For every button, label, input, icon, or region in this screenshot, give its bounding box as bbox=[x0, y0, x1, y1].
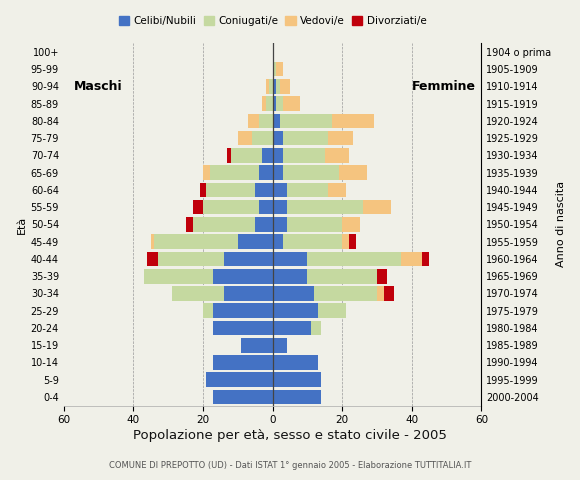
Bar bbox=[283, 165, 339, 180]
Bar bbox=[314, 286, 377, 301]
Bar bbox=[269, 79, 273, 94]
Bar bbox=[283, 131, 328, 145]
Bar bbox=[206, 182, 255, 197]
Y-axis label: Anno di nascita: Anno di nascita bbox=[556, 181, 566, 267]
Bar bbox=[273, 182, 287, 197]
Bar bbox=[213, 303, 273, 318]
Bar bbox=[283, 234, 342, 249]
Bar bbox=[273, 62, 276, 76]
Bar bbox=[307, 269, 377, 284]
Bar bbox=[280, 79, 290, 94]
Bar bbox=[193, 200, 203, 215]
Bar bbox=[273, 131, 283, 145]
Text: Maschi: Maschi bbox=[74, 80, 123, 93]
Bar bbox=[318, 303, 346, 318]
Bar bbox=[328, 131, 353, 145]
Bar bbox=[283, 148, 325, 163]
Bar bbox=[154, 234, 238, 249]
Bar bbox=[255, 217, 273, 232]
Bar bbox=[158, 252, 224, 266]
Bar bbox=[311, 321, 321, 335]
Bar bbox=[248, 114, 259, 128]
Bar bbox=[349, 234, 356, 249]
Bar bbox=[273, 79, 276, 94]
Bar bbox=[276, 79, 280, 94]
Bar bbox=[262, 148, 273, 163]
Bar bbox=[213, 269, 273, 284]
Bar bbox=[273, 321, 311, 335]
Bar bbox=[213, 355, 273, 370]
Bar bbox=[255, 182, 273, 197]
Text: Femmine: Femmine bbox=[412, 80, 476, 93]
Bar bbox=[422, 252, 429, 266]
Bar bbox=[213, 390, 273, 404]
Text: Popolazione per età, sesso e stato civile - 2005: Popolazione per età, sesso e stato civil… bbox=[133, 429, 447, 442]
Bar bbox=[328, 182, 346, 197]
Bar bbox=[273, 303, 318, 318]
Bar bbox=[276, 96, 283, 111]
Bar bbox=[273, 355, 318, 370]
Bar bbox=[238, 131, 252, 145]
Bar bbox=[259, 200, 273, 215]
Bar bbox=[210, 165, 259, 180]
Bar bbox=[224, 252, 273, 266]
Bar bbox=[273, 200, 287, 215]
Bar bbox=[252, 131, 273, 145]
Bar bbox=[241, 338, 273, 352]
Bar bbox=[276, 62, 283, 76]
Bar bbox=[377, 269, 387, 284]
Bar bbox=[273, 96, 276, 111]
Bar bbox=[283, 96, 300, 111]
Bar bbox=[325, 148, 349, 163]
Bar bbox=[227, 148, 231, 163]
Bar bbox=[339, 165, 367, 180]
Bar bbox=[262, 96, 266, 111]
Bar bbox=[273, 372, 321, 387]
Bar bbox=[307, 252, 401, 266]
Bar bbox=[147, 252, 158, 266]
Bar bbox=[259, 165, 273, 180]
Bar bbox=[172, 286, 224, 301]
Bar bbox=[206, 372, 273, 387]
Bar bbox=[144, 269, 213, 284]
Bar bbox=[287, 217, 342, 232]
Bar bbox=[332, 114, 374, 128]
Bar bbox=[287, 200, 363, 215]
Bar bbox=[273, 338, 287, 352]
Bar bbox=[342, 217, 360, 232]
Bar bbox=[259, 114, 273, 128]
Bar bbox=[273, 252, 307, 266]
Bar bbox=[151, 234, 154, 249]
Bar bbox=[238, 234, 273, 249]
Bar bbox=[266, 96, 273, 111]
Bar bbox=[224, 286, 273, 301]
Bar bbox=[273, 269, 307, 284]
Bar bbox=[384, 286, 394, 301]
Bar bbox=[342, 234, 349, 249]
Bar bbox=[273, 217, 287, 232]
Bar bbox=[203, 303, 213, 318]
Bar bbox=[200, 182, 206, 197]
Bar bbox=[266, 79, 269, 94]
Bar bbox=[280, 114, 332, 128]
Bar bbox=[193, 217, 255, 232]
Bar bbox=[186, 217, 193, 232]
Bar bbox=[273, 148, 283, 163]
Bar bbox=[273, 286, 314, 301]
Bar bbox=[273, 390, 321, 404]
Bar bbox=[203, 165, 210, 180]
Bar bbox=[377, 286, 384, 301]
Bar bbox=[273, 165, 283, 180]
Bar bbox=[273, 234, 283, 249]
Bar bbox=[273, 114, 280, 128]
Bar bbox=[363, 200, 391, 215]
Bar bbox=[231, 148, 262, 163]
Bar bbox=[287, 182, 328, 197]
Bar bbox=[203, 200, 259, 215]
Legend: Celibi/Nubili, Coniugati/e, Vedovi/e, Divorziati/e: Celibi/Nubili, Coniugati/e, Vedovi/e, Di… bbox=[115, 12, 430, 31]
Y-axis label: Età: Età bbox=[16, 215, 27, 234]
Text: COMUNE DI PREPOTTO (UD) - Dati ISTAT 1° gennaio 2005 - Elaborazione TUTTITALIA.I: COMUNE DI PREPOTTO (UD) - Dati ISTAT 1° … bbox=[109, 461, 471, 470]
Bar bbox=[401, 252, 422, 266]
Bar bbox=[213, 321, 273, 335]
